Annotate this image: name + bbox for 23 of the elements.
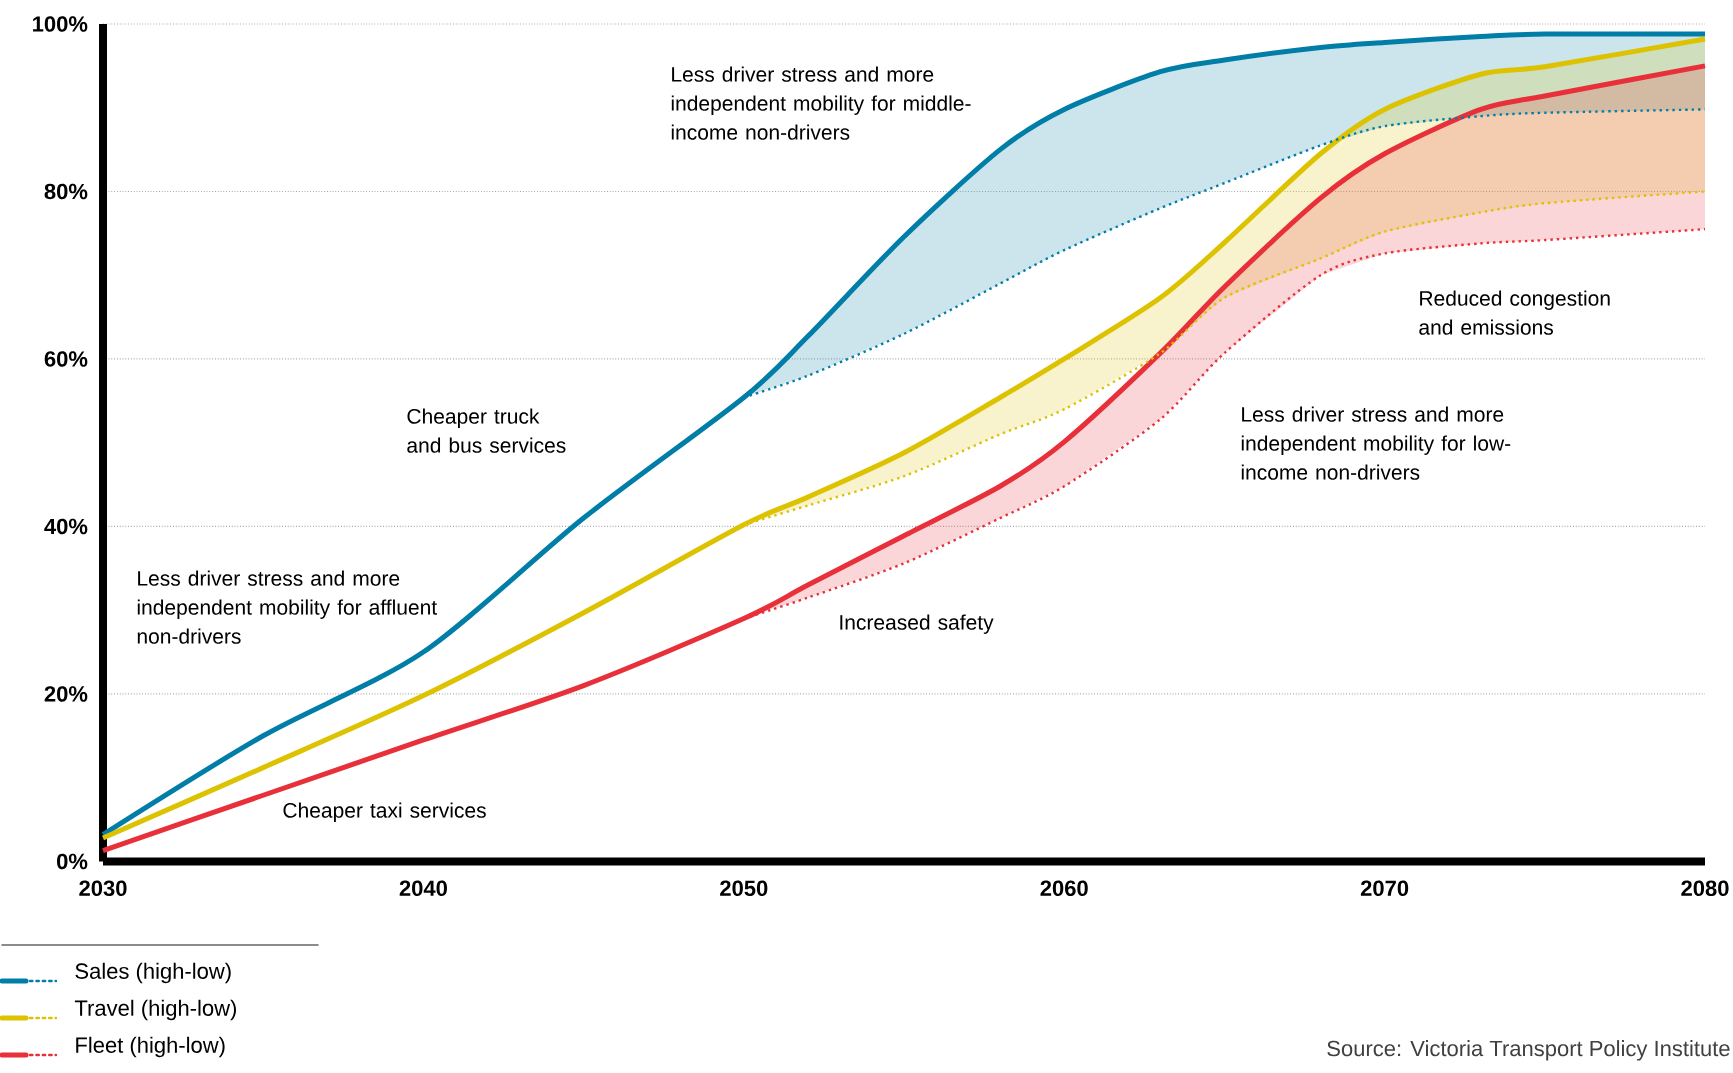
x-tick-label: 2030 [79,880,127,897]
source-note: Source: Victoria Transport Policy Institute [1327,1040,1730,1061]
annotation: Increased safety [840,614,994,634]
annotation: Cheaper taxi services [283,802,486,822]
annotation: Less driver stress and more independent mobility for low-income non-drivers [1241,406,1511,480]
annotation: Reduced congestion and emissions [1419,290,1610,335]
y-tick-label: 20% [44,686,88,702]
y-tick-label: 80% [44,183,88,200]
annotation: Cheaper truck and bus services [407,408,566,453]
x-tick-label: 2070 [1360,880,1409,897]
x-tick-label: 2080 [1681,880,1729,897]
y-tick-label: 60% [44,351,88,367]
annotation: Less driver stress and more independent mobility for middle-income non-drivers [671,66,971,140]
y-tick-label: 100% [33,16,88,32]
legend-label: Sales (high-low) [75,962,231,984]
x-tick-label: 2050 [720,880,768,897]
x-tick-label: 2040 [399,880,447,897]
x-tick-label: 2060 [1040,880,1088,897]
annotation: Less driver stress and more independent mobility for affluent non-drivers [137,570,438,644]
legend-label: Fleet (high-low) [76,1036,225,1058]
y-tick-label: 0% [57,853,88,870]
legend-label: Travel (high-low) [74,999,236,1021]
y-tick-label: 40% [44,518,88,535]
